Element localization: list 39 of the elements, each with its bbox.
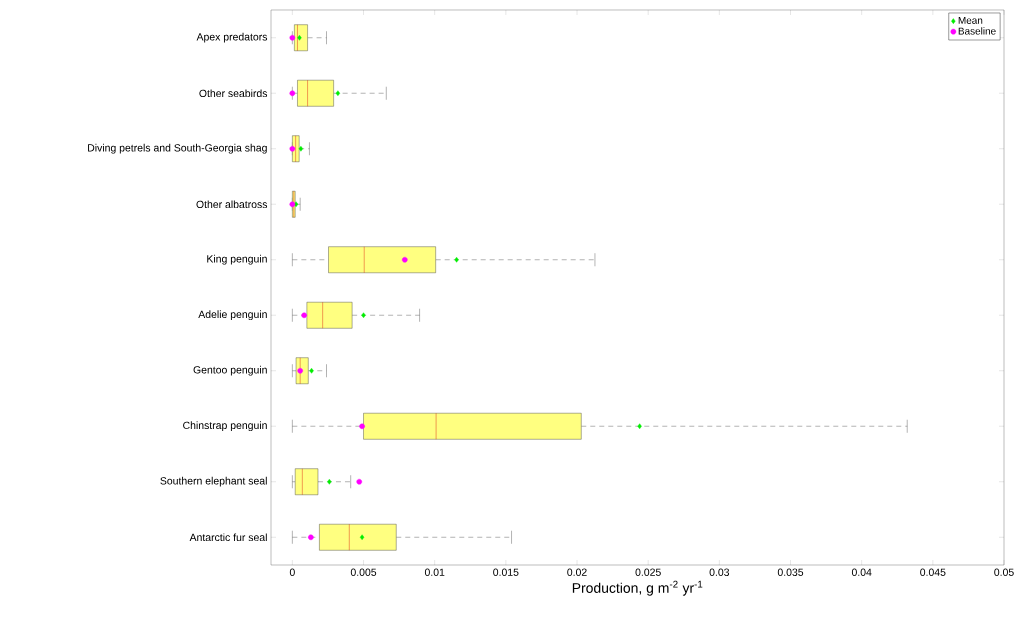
point xyxy=(327,478,332,485)
y-tick-label: Diving petrels and South-Georgia shag xyxy=(88,143,267,154)
legend-label: Mean xyxy=(958,16,983,24)
point xyxy=(309,367,314,374)
x-tick-label: 0.005 xyxy=(350,568,377,576)
x-tick-label: 0 xyxy=(289,568,295,576)
point xyxy=(308,534,314,541)
y-tick-label: King penguin xyxy=(207,254,267,265)
x-tick-label: 0.03 xyxy=(709,568,730,576)
x-tick-label: 0.035 xyxy=(777,568,804,576)
x-tick-label: 0.015 xyxy=(493,568,519,576)
x-tick-label: 0.04 xyxy=(851,568,872,576)
point xyxy=(298,145,304,152)
point xyxy=(301,312,307,319)
point xyxy=(637,423,642,430)
point xyxy=(401,256,408,263)
point xyxy=(297,367,303,374)
point xyxy=(297,34,302,41)
legend-label: Baseline xyxy=(958,27,996,35)
y-tick-label: Adelie penguin xyxy=(198,310,267,321)
x-tick-label: 0.05 xyxy=(994,568,1014,576)
point xyxy=(335,90,341,97)
x-axis-title: Production, g m$^{-2}$ yr$^{-1}$ xyxy=(572,580,703,596)
point xyxy=(454,256,459,263)
point xyxy=(359,534,365,541)
y-tick-label: Chinstrap penguin xyxy=(183,421,267,432)
x-tick-label: 0.01 xyxy=(424,568,445,576)
point xyxy=(359,423,365,430)
y-tick-label: Gentoo penguin xyxy=(193,365,267,376)
x-tick-label: 0.045 xyxy=(920,568,946,576)
point xyxy=(356,478,363,485)
x-tick-label: 0.025 xyxy=(635,568,661,576)
y-tick-label: Other albatross xyxy=(196,200,268,209)
x-tick-label: 0.02 xyxy=(567,568,587,576)
y-tick-label: Southern elephant seal xyxy=(160,476,267,487)
y-tick-label: Apex predators xyxy=(196,32,268,43)
y-tick-label: Other seabirds xyxy=(199,89,268,98)
point xyxy=(361,312,366,319)
y-tick-label: Antarctic fur seal xyxy=(189,533,267,542)
